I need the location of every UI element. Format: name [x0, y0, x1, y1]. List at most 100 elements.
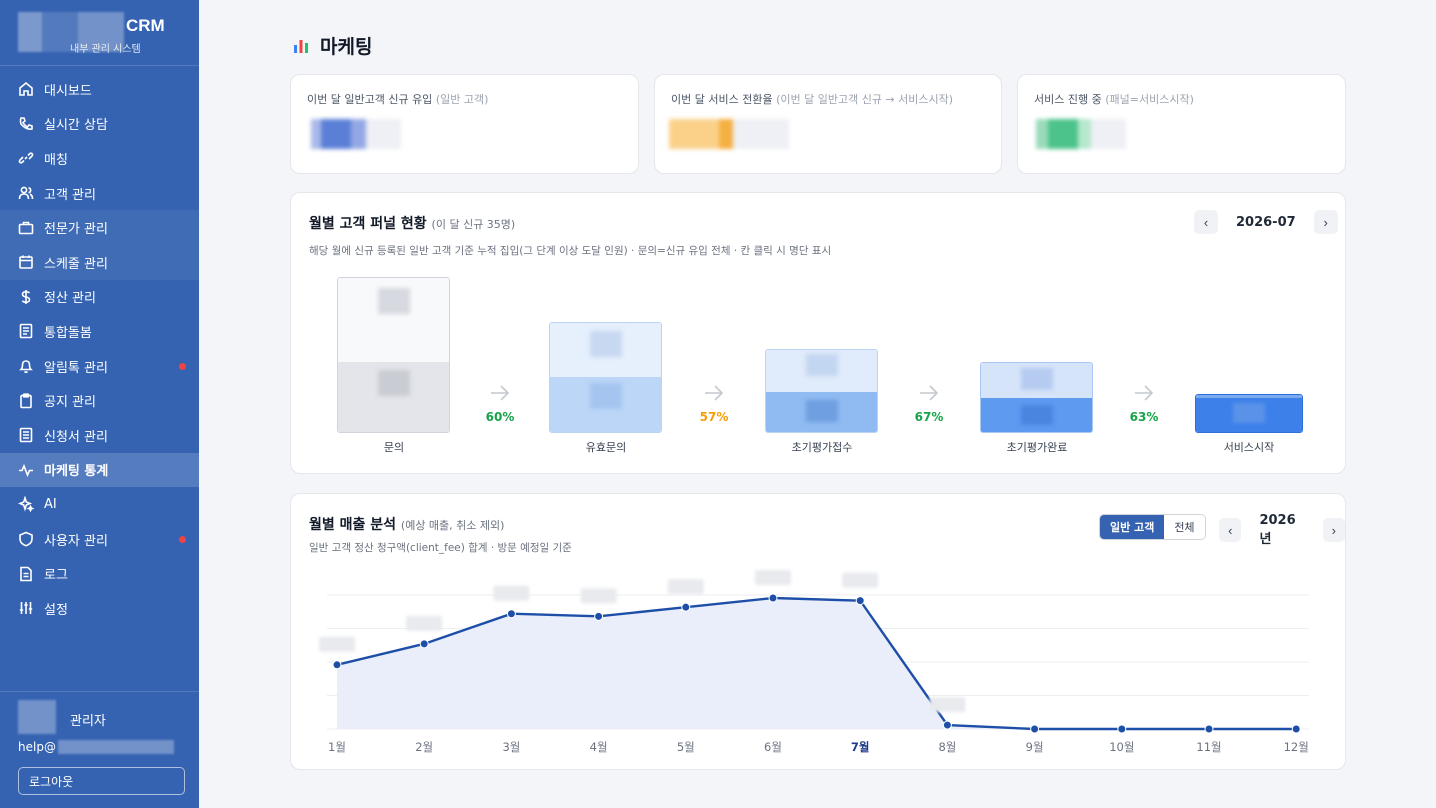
user-email: help@ [18, 740, 174, 754]
sidebar-item-15[interactable]: 설정 [0, 591, 199, 626]
data-point[interactable] [942, 720, 952, 730]
brand-subtitle: 내부 관리 시스템 [70, 44, 141, 55]
data-point[interactable] [332, 660, 342, 670]
activity-icon [18, 462, 34, 478]
data-point[interactable] [419, 639, 429, 649]
sidebar-item-9[interactable]: 공지 관리 [0, 383, 199, 418]
data-point[interactable] [1291, 724, 1301, 734]
sidebar-item-2[interactable]: 매칭 [0, 141, 199, 176]
sidebar-item-4[interactable]: 전문가 관리 [0, 210, 199, 245]
funnel-stage-inquiry[interactable] [337, 277, 450, 433]
funnel-stage-assessment-completed[interactable] [980, 362, 1093, 433]
revenue-line [336, 596, 1297, 731]
sidebar-item-label: 신청서 관리 [44, 429, 108, 445]
funnel-month-pager: ‹ 2026-07 › [1194, 210, 1338, 234]
toggle-general-customer[interactable]: 일반 고객 [1100, 515, 1165, 539]
x-tick-label: 6월 [764, 740, 782, 754]
data-point[interactable] [1204, 724, 1214, 734]
data-point[interactable] [855, 596, 865, 606]
toggle-all[interactable]: 전체 [1164, 515, 1205, 539]
funnel-card: 월별 고객 퍼널 현황 (이 달 신규 35명) 해당 월에 신규 등록된 일반… [290, 192, 1346, 474]
sidebar-item-label: 전문가 관리 [44, 222, 108, 238]
stat-value-redacted [1036, 119, 1126, 149]
briefcase-icon [18, 220, 34, 236]
sidebar-item-label: 매칭 [44, 152, 68, 168]
revenue-description: 일반 고객 정산 청구액(client_fee) 합계 · 방문 예정일 기준 [309, 542, 572, 554]
prev-year-button[interactable]: ‹ [1219, 518, 1242, 542]
stat-label: 이번 달 일반고객 신규 유입 (일반 고객) [307, 93, 489, 106]
sidebar-item-1[interactable]: 실시간 상담 [0, 107, 199, 142]
stat-card-in-progress: 서비스 진행 중 (패널=서비스시작) [1017, 74, 1346, 174]
next-month-button[interactable]: › [1313, 210, 1338, 234]
data-point[interactable] [681, 602, 691, 612]
file-icon [18, 566, 34, 582]
x-tick-label: 7월 [851, 740, 870, 754]
funnel-stage-assessment-received[interactable] [765, 349, 878, 433]
user-email-redacted [57, 740, 174, 754]
sidebar-item-label: 마케팅 통계 [44, 464, 109, 480]
sidebar-item-label: 정산 관리 [44, 291, 96, 307]
arrow-right-icon [491, 385, 510, 401]
list-icon [18, 427, 34, 443]
sidebar-item-3[interactable]: 고객 관리 [0, 176, 199, 211]
arrow-right-icon [920, 385, 939, 401]
data-point[interactable] [768, 593, 778, 603]
sidebar-item-label: 고객 관리 [44, 187, 96, 203]
revenue-area [337, 598, 1297, 729]
stat-value-redacted [311, 119, 401, 149]
funnel-stage-label: 초기평가완료 [1006, 441, 1068, 454]
stat-value-redacted [669, 119, 789, 149]
revenue-line-chart: 1월 2월 3월 4월 5월 6월 7월 8월 9월 10월 11월 12월 [319, 570, 1309, 754]
x-tick-label: 8월 [938, 740, 956, 754]
stat-label: 서비스 진행 중 (패널=서비스시작) [1034, 93, 1194, 106]
data-point[interactable] [506, 609, 516, 619]
sidebar-item-14[interactable]: 로그 [0, 556, 199, 591]
data-label-redacted [929, 697, 966, 713]
home-icon [18, 81, 34, 97]
user-email-prefix: help@ [18, 740, 56, 754]
funnel-description: 해당 월에 신규 등록된 일반 고객 기준 누적 집입(그 단계 이상 도달 인… [309, 245, 832, 257]
link-icon [18, 150, 34, 166]
data-point[interactable] [1117, 724, 1127, 734]
data-label-redacted [493, 585, 530, 601]
logout-button[interactable]: 로그아웃 [18, 767, 185, 795]
sidebar-item-10[interactable]: 신청서 관리 [0, 418, 199, 453]
sidebar-item-label: 대시보드 [44, 83, 92, 99]
data-point[interactable] [594, 611, 604, 621]
sliders-icon [18, 600, 34, 616]
arrow-right-icon [1135, 385, 1154, 401]
funnel-stage-valid-inquiry[interactable] [549, 322, 662, 433]
user-name: 관리자 [70, 714, 106, 729]
sidebar-item-label: 로그 [44, 568, 68, 584]
x-tick-label: 1월 [328, 740, 346, 754]
revenue-card: 월별 매출 분석 (예상 매출, 취소 제외) 일반 고객 정산 청구액(cli… [290, 493, 1346, 770]
calendar-icon [18, 254, 34, 270]
stat-card-conversion: 이번 달 서비스 전환율 (이번 달 일반고객 신규 → 서비스시작) [654, 74, 1002, 174]
x-tick-label: 11월 [1196, 740, 1221, 754]
sidebar-item-8[interactable]: 알림톡 관리 [0, 349, 199, 384]
brand-logo [18, 12, 124, 52]
sidebar-item-0[interactable]: 대시보드 [0, 72, 199, 107]
sidebar-item-11[interactable]: 마케팅 통계 [0, 452, 199, 488]
x-tick-label: 3월 [502, 740, 520, 754]
sidebar-item-12[interactable]: AI [0, 487, 199, 522]
next-year-button[interactable]: › [1322, 518, 1346, 542]
sidebar-item-label: AI [44, 496, 57, 512]
x-tick-label: 2월 [415, 740, 433, 754]
data-point[interactable] [1030, 724, 1040, 734]
sidebar-item-13[interactable]: 사용자 관리 [0, 522, 199, 557]
conversion-rate: 63% [1129, 410, 1159, 424]
x-tick-label: 10월 [1109, 740, 1134, 754]
sidebar-item-7[interactable]: 통합돌봄 [0, 314, 199, 349]
page-title: 마케팅 [292, 32, 372, 59]
data-label-redacted [842, 572, 879, 588]
funnel-stage-service-start[interactable] [1195, 394, 1303, 433]
sidebar-item-5[interactable]: 스케줄 관리 [0, 244, 199, 280]
sidebar-item-6[interactable]: 정산 관리 [0, 280, 199, 315]
clipboard-icon [18, 393, 34, 409]
stat-card-new-inflow: 이번 달 일반고객 신규 유입 (일반 고객) [290, 74, 639, 174]
prev-month-button[interactable]: ‹ [1194, 210, 1218, 234]
brand: CRM 내부 관리 시스템 [0, 0, 199, 66]
